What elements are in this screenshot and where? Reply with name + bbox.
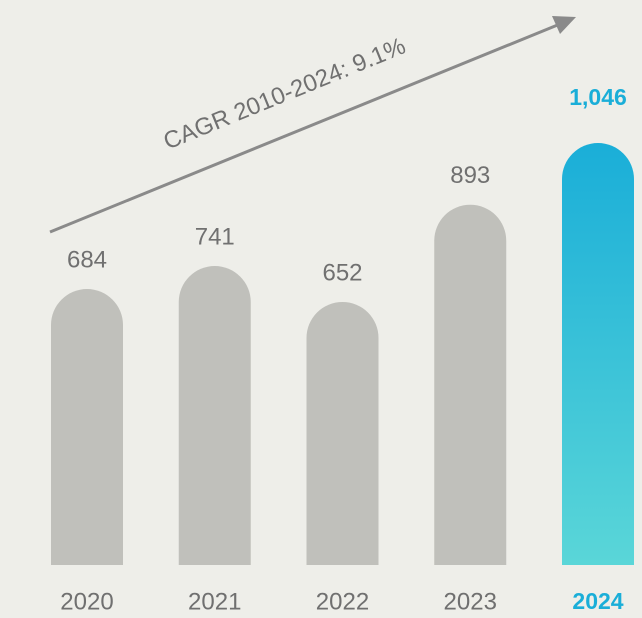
bar [178,266,251,565]
bar [51,289,123,565]
x-tick-label: 2024 [572,588,623,614]
bar [306,301,379,565]
value-label: 893 [450,162,490,189]
value-label: 652 [322,259,362,286]
value-label: 684 [67,246,107,273]
arrow-head [552,16,576,34]
x-tick-label: 2022 [316,588,369,615]
x-tick-label: 2023 [444,588,497,615]
x-tick-label: 2021 [188,588,241,615]
x-tick-label: 2020 [60,588,113,615]
bar [562,143,634,565]
trend-arrow [49,22,561,234]
bar [434,204,507,565]
value-label: 741 [195,223,235,250]
value-label: 1,046 [569,84,627,110]
